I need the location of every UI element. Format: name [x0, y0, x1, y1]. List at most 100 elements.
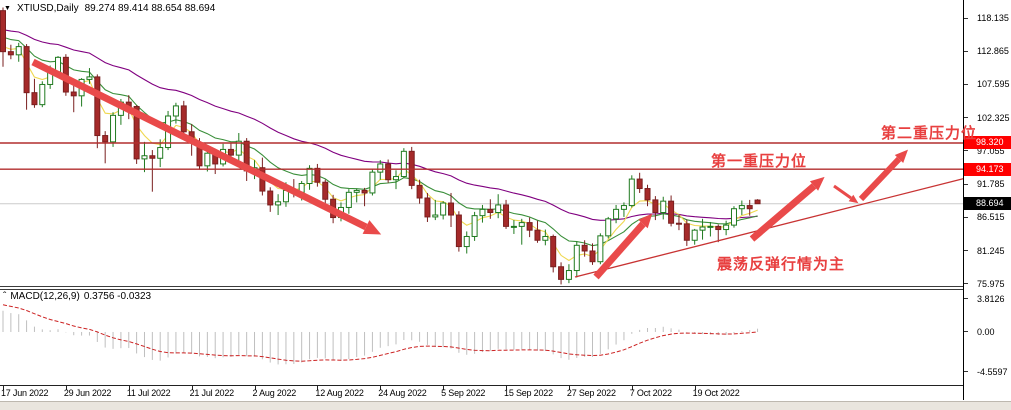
candle-body: [605, 218, 612, 237]
ma_fast-line: [2, 46, 758, 262]
price-axis-tick: [964, 216, 968, 218]
candle-body: [377, 163, 384, 173]
date-label: 27 Sep 2022: [566, 388, 616, 398]
macd-tick-label: 0.00: [977, 326, 995, 337]
macd-axis-tick: [964, 331, 968, 333]
candle-body: [440, 202, 447, 216]
candle-body: [644, 188, 651, 201]
candle-body: [487, 208, 494, 214]
trend-arrows: [31, 58, 908, 280]
candle-body: [550, 235, 557, 268]
candle-body: [495, 204, 502, 214]
annotation-first-pressure[interactable]: 第一重压力位: [711, 153, 808, 170]
trend-arrow-shaft: [593, 221, 646, 280]
candle-body: [149, 155, 156, 159]
candle-body: [691, 229, 698, 241]
candle-body: [730, 208, 737, 226]
candle-body: [141, 155, 148, 160]
price-tick-label: 75.975: [977, 278, 1005, 289]
price-axis-tick: [964, 17, 968, 19]
candle-body: [432, 214, 439, 218]
candle-body: [526, 222, 533, 231]
candle-body: [361, 189, 368, 194]
indicator-collapse-icon[interactable]: ˆ: [3, 290, 7, 302]
candle-body: [322, 181, 329, 200]
candle-body: [424, 197, 431, 218]
date-label: 15 Sep 2022: [504, 388, 553, 398]
macd-indicator-label: ˆ MACD(12,26,9) 0.3756 -0.0323: [3, 291, 151, 302]
symbol-menu-icon[interactable]: ▼: [4, 4, 11, 12]
candle-body: [204, 152, 211, 167]
candle-body: [746, 205, 753, 210]
trend-arrow-head: [848, 194, 859, 204]
panel-separator[interactable]: [0, 286, 1011, 290]
date-axis-tick: [191, 386, 193, 390]
date-axis-tick: [65, 386, 67, 390]
candle-body: [699, 226, 706, 231]
candle-body: [369, 171, 376, 194]
price-tick-label: 81.245: [977, 245, 1005, 256]
price-axis-tick: [964, 50, 968, 52]
candle-body: [620, 205, 627, 210]
candle-body: [345, 191, 352, 208]
candle-body: [558, 266, 565, 280]
price-tick-label: 86.515: [977, 212, 1005, 223]
candle-body: [597, 235, 604, 263]
candle-body: [723, 224, 730, 231]
trend-arrow-head: [638, 213, 653, 229]
macd-axis-tick: [964, 298, 968, 300]
date-label: 7 Oct 2022: [629, 388, 672, 398]
date-axis[interactable]: 17 Jun 2022 29 Jun 2022 11 Jul 2022 21 Jul …: [0, 385, 963, 400]
annotation-rebound[interactable]: 震荡反弹行情为主: [717, 256, 846, 273]
candles: [0, 7, 761, 285]
date-axis-tick: [254, 386, 256, 390]
candle-body: [636, 178, 643, 190]
candle-body: [23, 46, 30, 94]
candle-body: [448, 202, 455, 216]
price-tick-label: 97.055: [977, 145, 1005, 156]
price-tick-label: 112.865: [977, 46, 1009, 57]
price-marker: 98.320: [964, 136, 1011, 150]
ma_slow-line: [2, 29, 758, 221]
price-axis-tick: [964, 283, 968, 285]
trend-arrow-head: [894, 149, 908, 163]
chart-title: ▼ XTIUSD,Daily 89.274 89.414 88.654 88.6…: [4, 2, 215, 14]
candle-body: [534, 229, 541, 241]
candle-body: [707, 225, 714, 228]
date-axis-separator: [0, 385, 1011, 386]
candle-body: [267, 190, 274, 206]
candle-body: [455, 214, 462, 248]
price-axis[interactable]: 118.135 112.865 107.595 102.325 97.055 91.785…: [963, 0, 1011, 400]
trendline: [574, 176, 971, 278]
date-axis-tick: [317, 386, 319, 390]
macd-histogram: [2, 310, 759, 365]
candle-body: [275, 201, 282, 206]
candle-body: [542, 235, 549, 241]
candle-body: [94, 76, 101, 137]
macd-name: MACD(12,26,9): [10, 291, 80, 302]
date-label: 2 Aug 2022: [252, 388, 297, 398]
price-tick-label: 91.785: [977, 179, 1005, 190]
candle-body: [683, 223, 690, 241]
candle-body: [172, 105, 179, 117]
candle-body: [133, 106, 140, 160]
candle-body: [463, 235, 470, 248]
date-label: 12 Aug 2022: [315, 388, 364, 398]
chart-symbol-timeframe: XTIUSD,Daily: [16, 2, 79, 14]
trend-arrow-shaft: [858, 156, 902, 202]
candle-body: [416, 184, 423, 199]
candle-body: [102, 135, 109, 143]
candle-body: [15, 46, 22, 56]
date-axis-tick: [128, 386, 130, 390]
date-axis-tick: [380, 386, 382, 390]
candle-body: [589, 250, 596, 263]
date-axis-tick: [568, 386, 570, 390]
annotation-second-pressure[interactable]: 第二重压力位: [880, 125, 977, 142]
candle-body: [393, 176, 399, 181]
price-tick-label: 102.325: [977, 112, 1010, 123]
price-tick-label: 107.595: [977, 79, 1010, 90]
macd-tick-label: -4.5597: [977, 366, 1008, 377]
date-label: 5 Sep 2022: [441, 388, 486, 398]
